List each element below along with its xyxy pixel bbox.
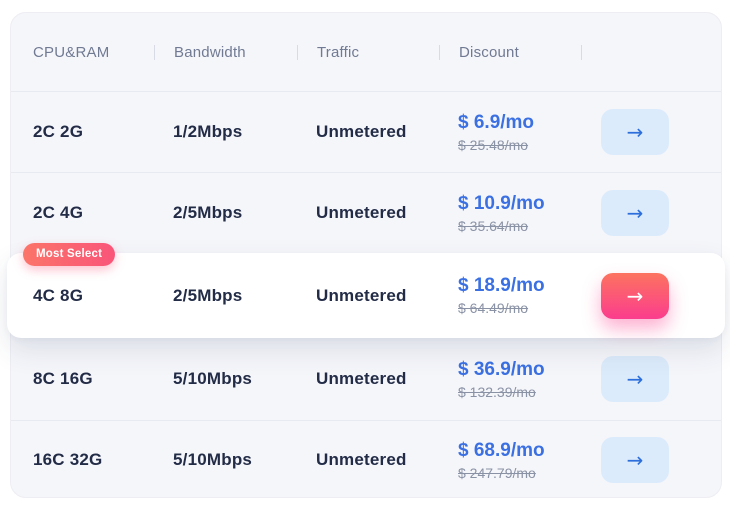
table-row: 2C 4G 2/5Mbps Unmetered $ 10.9/mo $ 35.6… (11, 172, 721, 253)
discount-cell: $ 18.9/mo $ 64.49/mo (439, 275, 581, 316)
column-header-label: CPU&RAM (33, 43, 110, 61)
arrow-right-icon: → (626, 367, 644, 391)
original-price: $ 25.48/mo (458, 136, 529, 153)
column-header-label: Bandwidth (174, 43, 246, 61)
column-divider (154, 45, 155, 60)
order-button[interactable]: → (601, 109, 669, 155)
traffic-value: Unmetered (316, 122, 407, 141)
table-row: 2C 2G 1/2Mbps Unmetered $ 6.9/mo $ 25.48… (11, 91, 721, 172)
plan-name: 8C 16G (33, 369, 93, 388)
discount-cell: $ 68.9/mo $ 247.79/mo (439, 440, 581, 481)
bandwidth-value: 1/2Mbps (173, 122, 243, 141)
action-cell: → (581, 437, 721, 483)
original-price: $ 132.39/mo (458, 383, 536, 400)
bandwidth-value: 5/10Mbps (173, 450, 253, 469)
column-divider (297, 45, 298, 60)
action-cell: → (581, 272, 721, 319)
traffic-value: Unmetered (316, 285, 407, 305)
column-header-bandwidth: Bandwidth (154, 13, 297, 91)
plan-name: 4C 8G (33, 285, 84, 305)
table-row: 8C 16G 5/10Mbps Unmetered $ 36.9/mo $ 13… (11, 338, 721, 420)
column-header-cpu-ram: CPU&RAM (11, 13, 154, 91)
traffic-value: Unmetered (316, 203, 407, 222)
most-select-badge: Most Select (23, 243, 116, 266)
original-price: $ 35.64/mo (458, 217, 529, 234)
action-cell: → (581, 356, 721, 402)
column-header-discount: Discount (439, 13, 581, 91)
action-cell: → (581, 190, 721, 236)
plan-name: 2C 4G (33, 203, 84, 222)
column-header-action (581, 13, 721, 91)
column-divider (581, 45, 582, 60)
order-button[interactable]: → (601, 190, 669, 236)
order-button-highlighted[interactable]: → (601, 272, 669, 319)
arrow-right-icon: → (626, 201, 644, 225)
discount-cell: $ 6.9/mo $ 25.48/mo (439, 112, 581, 153)
original-price: $ 64.49/mo (458, 300, 529, 316)
order-button[interactable]: → (601, 356, 669, 402)
arrow-right-icon: → (626, 448, 644, 472)
traffic-value: Unmetered (316, 450, 407, 469)
discount-price: $ 68.9/mo (458, 439, 545, 461)
table-row-highlighted: Most Select 4C 8G 2/5Mbps Unmetered $ 18… (7, 243, 725, 338)
arrow-right-icon: → (626, 283, 644, 308)
plan-name: 16C 32G (33, 450, 103, 469)
table-header-row: CPU&RAM Bandwidth Traffic Discount (11, 13, 721, 91)
discount-cell: $ 10.9/mo $ 35.64/mo (439, 193, 581, 234)
discount-price: $ 36.9/mo (458, 358, 545, 380)
column-header-label: Discount (459, 43, 519, 61)
order-button[interactable]: → (601, 437, 669, 483)
bandwidth-value: 2/5Mbps (173, 285, 243, 305)
discount-price: $ 18.9/mo (458, 275, 545, 296)
table-row: 16C 32G 5/10Mbps Unmetered $ 68.9/mo $ 2… (11, 420, 721, 499)
action-cell: → (581, 109, 721, 155)
pricing-table-panel: CPU&RAM Bandwidth Traffic Discount 2C 2G… (7, 12, 725, 499)
column-divider (439, 45, 440, 60)
arrow-right-icon: → (626, 120, 644, 144)
discount-price: $ 6.9/mo (458, 111, 535, 133)
column-header-traffic: Traffic (297, 13, 439, 91)
bandwidth-value: 2/5Mbps (173, 203, 243, 222)
plan-name: 2C 2G (33, 122, 84, 141)
original-price: $ 247.79/mo (458, 464, 536, 481)
discount-cell: $ 36.9/mo $ 132.39/mo (439, 359, 581, 400)
bandwidth-value: 5/10Mbps (173, 369, 253, 388)
discount-price: $ 10.9/mo (458, 192, 545, 214)
traffic-value: Unmetered (316, 369, 407, 388)
column-header-label: Traffic (317, 43, 360, 61)
